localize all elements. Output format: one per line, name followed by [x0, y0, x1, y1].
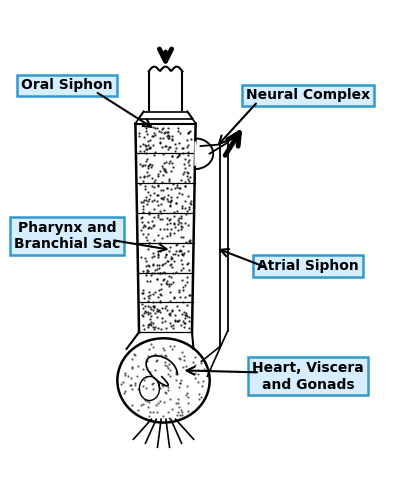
Text: Oral Siphon: Oral Siphon [22, 78, 113, 92]
Text: Atrial Siphon: Atrial Siphon [257, 259, 359, 273]
Text: Neural Complex: Neural Complex [246, 88, 370, 102]
Text: Pharynx and
Branchial Sac: Pharynx and Branchial Sac [14, 221, 120, 251]
Polygon shape [195, 138, 213, 168]
Text: Heart, Viscera
and Gonads: Heart, Viscera and Gonads [252, 362, 364, 392]
